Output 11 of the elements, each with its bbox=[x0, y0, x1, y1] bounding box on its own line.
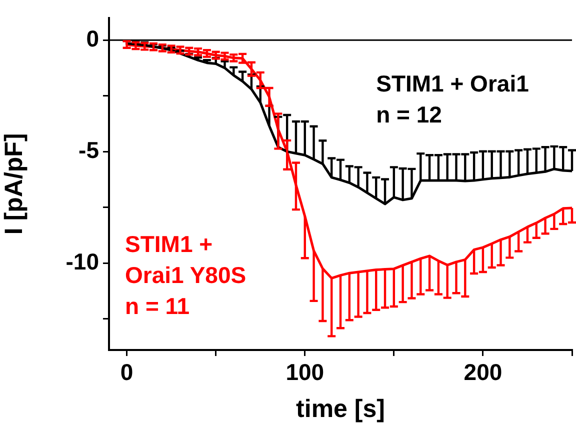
y-tick-label: -5 bbox=[78, 136, 100, 163]
x-tick-label: 100 bbox=[286, 359, 324, 386]
y-tick-label: -10 bbox=[66, 248, 99, 274]
y-tick-label: 0 bbox=[86, 25, 99, 52]
x-tick-label: 0 bbox=[120, 359, 134, 386]
x-axis-title: time [s] bbox=[296, 394, 385, 423]
text: STIM1 + Orai1 bbox=[376, 70, 530, 96]
y-axis-title: I [pA/pF] bbox=[0, 133, 28, 235]
x-tick-label: 200 bbox=[464, 359, 502, 386]
annotation: n = 12 bbox=[376, 101, 442, 128]
annotation: n = 11 bbox=[125, 292, 190, 319]
